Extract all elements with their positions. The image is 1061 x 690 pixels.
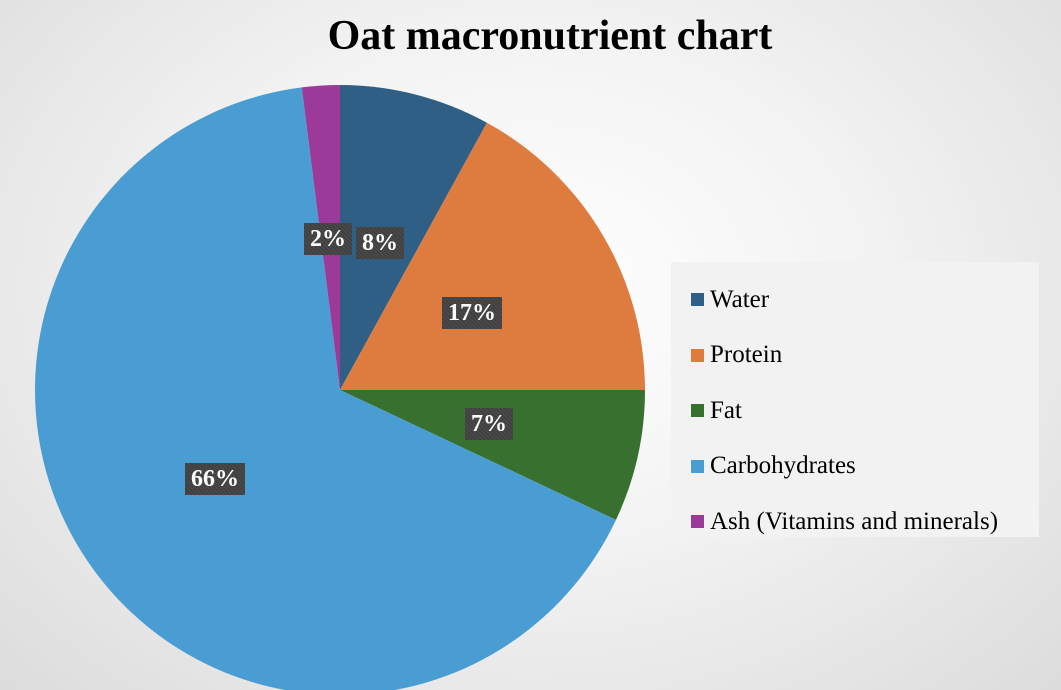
chart-title: Oat macronutrient chart	[327, 13, 773, 59]
pie-slice-protein	[340, 122, 645, 390]
pie-slice-carbohydrates	[35, 87, 616, 690]
legend-label: Fat	[710, 396, 742, 424]
legend-swatch	[691, 293, 704, 307]
data-label-protein: 17%	[442, 297, 502, 329]
data-label-water: 8%	[356, 227, 404, 259]
legend-item-ash: Ash (Vitamins and minerals)	[691, 494, 1039, 550]
legend-label: Water	[710, 285, 770, 313]
legend-swatch	[691, 404, 704, 418]
legend-item-fat: Fat	[691, 383, 1039, 439]
data-label-ash: 2%	[304, 223, 352, 255]
legend-label: Ash (Vitamins and minerals)	[710, 507, 999, 535]
legend-item-carbohydrates: Carbohydrates	[691, 439, 1039, 495]
legend-label: Carbohydrates	[710, 452, 856, 480]
legend-item-protein: Protein	[691, 328, 1039, 384]
legend-item-water: Water	[691, 272, 1039, 328]
data-label-carbohydrates: 66%	[185, 463, 245, 495]
legend-swatch	[691, 348, 704, 362]
pie-slice-fat	[340, 390, 645, 520]
legend-swatch	[691, 459, 704, 473]
data-label-fat: 7%	[465, 408, 513, 440]
legend-swatch	[691, 515, 704, 529]
legend: Water Protein Fat Carbohydrates Ash (Vitamin…	[671, 262, 1039, 537]
legend-label: Protein	[710, 341, 783, 369]
pie-slice-water	[340, 85, 487, 390]
